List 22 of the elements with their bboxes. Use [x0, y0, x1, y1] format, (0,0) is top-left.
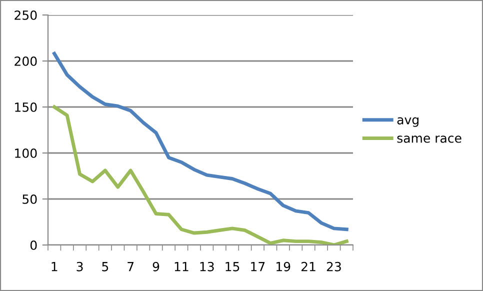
y-tick-label: 200	[14, 56, 37, 66]
line-series	[52, 52, 348, 232]
x-tick-label: 5	[102, 262, 108, 272]
y-tick-label: 150	[15, 102, 37, 112]
x-tick-label: 9	[152, 262, 160, 272]
x-tick-label: 11	[174, 262, 188, 272]
x-tick-label: 17	[251, 262, 265, 272]
y-tick-label: 100	[15, 148, 37, 158]
y-tick-label: 250	[14, 10, 37, 20]
x-tick-label: 7	[128, 262, 134, 272]
x-tick-label: 19	[276, 262, 290, 272]
legend-label: same race	[397, 136, 462, 143]
x-tick-label: 1	[52, 262, 58, 272]
x-tick-label: 3	[76, 262, 83, 272]
x-tick-label: 13	[200, 262, 214, 272]
legend-label: avg	[397, 117, 418, 127]
line-series	[52, 105, 348, 245]
x-tick-label: 23	[326, 262, 341, 272]
x-tick-label: 15	[226, 262, 240, 272]
y-tick-label: 0	[30, 240, 37, 250]
y-tick-label: 50	[22, 194, 37, 204]
x-tick-label: 21	[301, 262, 316, 272]
